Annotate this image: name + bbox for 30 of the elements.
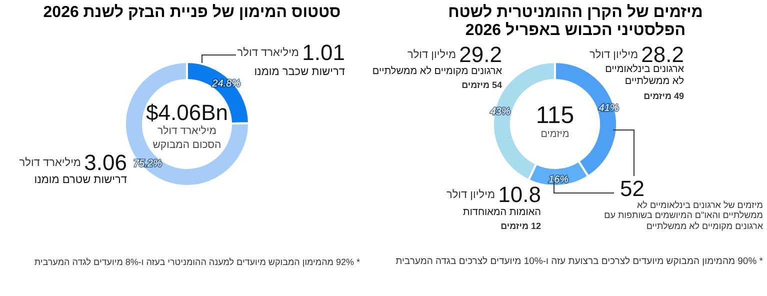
text: 52 [620, 176, 644, 201]
data-label: 16% [548, 174, 569, 186]
text: * 90% מהמימון המבוקש מיועדים לצרכים ברצועת עזה ו-10% מיועדים לצרכים בגדה המערבית [396, 256, 763, 268]
text: מיליארד דולר [19, 157, 81, 170]
text: הסכום המבוקש [152, 139, 222, 152]
slice-label: ארגונים מקומיים לא ממשלתיים [372, 66, 502, 78]
text: מיליון דולר [407, 49, 456, 62]
text: $4.06Bn [145, 100, 229, 126]
text: 49 מיזמים [644, 91, 684, 102]
slice-label: דרישות שכבר מומנו [254, 66, 345, 79]
text: מיליארד דולר [237, 47, 299, 60]
text: מיזמים [540, 129, 570, 140]
text: 115 [536, 102, 574, 129]
text: מיליון דולר [446, 189, 495, 202]
slice-label: ארגונים בינלאומיים לא ממשלתיים [604, 64, 684, 87]
text: 54 מיזמים [462, 80, 502, 90]
slice-label: האומות המאוחדות [462, 207, 541, 218]
chart-title: סטטוס המימון של פניית הבזק לשנת 2026 [42, 4, 342, 22]
text: 29.2 [459, 42, 502, 68]
text: מיליארד דולר [156, 125, 218, 138]
text: מיזמים של ארגונים בינלאומיים לא ממשלתיים והאו"ם המיושמים בשותפות עם ארגונים מקומיים לא ממשלתיים [603, 200, 763, 232]
text: * 92% מהמימון המבוקש מיועדים למענה ההומניטרי בעזה ו-8% מיועדים לגדה המערבית [34, 257, 360, 268]
text: 3.06 [84, 150, 127, 176]
text: 28.2 [641, 42, 684, 67]
text: 1.01 [302, 40, 345, 66]
chart-title: מיזמים של הקרן ההומניטרית לשטח הפלסטיני הכבוש באפריל 2026 [447, 4, 704, 41]
text: מיליון דולר [589, 49, 638, 62]
slice-label: דרישות שטרם מומנו [34, 174, 127, 187]
text: 10.8 [498, 182, 541, 208]
text: 12 מיזמים [500, 221, 541, 232]
